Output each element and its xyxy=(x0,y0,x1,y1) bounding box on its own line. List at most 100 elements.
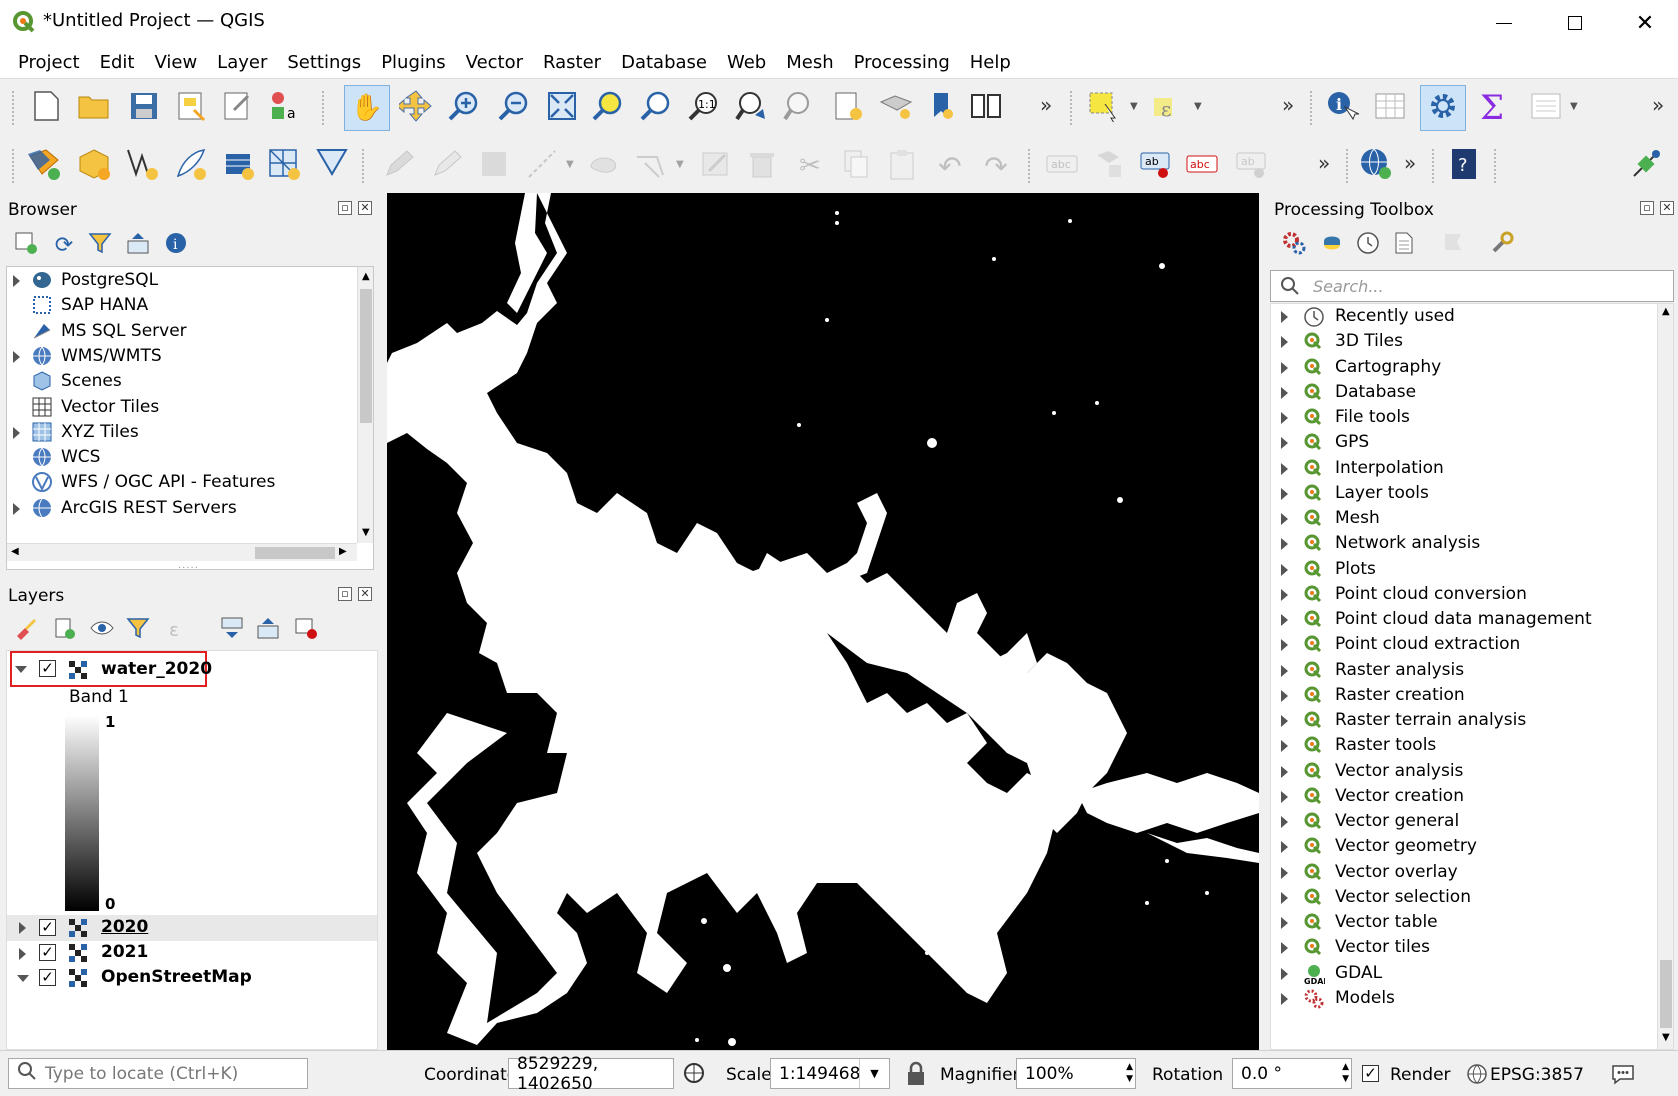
expand-arrow-icon[interactable] xyxy=(1281,462,1288,475)
toolbox-group[interactable]: Recently used xyxy=(1271,304,1657,330)
expand-arrow-icon[interactable] xyxy=(1281,664,1288,677)
toolbar-overflow-icon[interactable]: » xyxy=(1282,93,1295,117)
toolbox-group[interactable]: File tools xyxy=(1271,404,1657,431)
new-temporary-layer-button[interactable] xyxy=(312,146,352,186)
toolbox-vertical-scrollbar[interactable]: ▲ ▼ xyxy=(1657,304,1673,1049)
toolbox-group[interactable]: Vector geometry xyxy=(1271,833,1657,860)
browser-item[interactable]: WMS/WMTS xyxy=(7,343,357,370)
toolbox-group[interactable]: Vector tiles xyxy=(1271,934,1657,961)
open-layer-styling-button[interactable] xyxy=(12,616,40,644)
layer-name-water-2020[interactable]: water_2020 xyxy=(101,659,213,679)
enable-properties-button[interactable]: i xyxy=(162,231,190,259)
data-source-manager-button[interactable] xyxy=(24,146,64,186)
toolbox-group[interactable]: Interpolation xyxy=(1271,455,1657,482)
add-selected-layers-button[interactable] xyxy=(12,231,40,259)
expand-arrow-icon[interactable] xyxy=(1281,563,1288,576)
manage-map-themes-button[interactable] xyxy=(88,616,116,644)
open-attribute-table-button[interactable] xyxy=(1370,88,1410,128)
undo-button[interactable]: ↶ xyxy=(930,146,970,186)
help-contents-button[interactable]: ? xyxy=(1444,146,1484,186)
close-icon[interactable]: ✕ xyxy=(1660,201,1674,215)
expand-arrow-icon[interactable] xyxy=(1281,513,1288,525)
rotation-spinbox[interactable]: 0.0 ° ▲ ▼ xyxy=(1232,1058,1352,1089)
scroll-right-icon[interactable]: ▶ xyxy=(339,546,347,557)
toolbox-group[interactable]: Network analysis xyxy=(1271,530,1657,557)
layer-row-2020[interactable] xyxy=(7,915,377,941)
dropdown-caret-icon[interactable]: ▼ xyxy=(1194,101,1202,112)
menu-view[interactable]: View xyxy=(154,51,198,73)
minimize-button[interactable] xyxy=(1477,6,1531,40)
toolbox-group[interactable]: Point cloud extraction xyxy=(1271,631,1657,658)
filter-legend-button[interactable] xyxy=(124,616,152,644)
toolbar-grip[interactable] xyxy=(12,91,16,125)
browser-item[interactable]: WFS / OGC API - Features xyxy=(7,469,357,496)
toolbox-group[interactable]: Raster terrain analysis xyxy=(1271,707,1657,734)
toolbox-group[interactable]: Vector table xyxy=(1271,909,1657,936)
crs-globe-icon[interactable] xyxy=(1466,1063,1488,1090)
locator-search-input[interactable]: Type to locate (Ctrl+K) xyxy=(8,1058,308,1089)
expand-arrow-icon[interactable] xyxy=(1281,816,1288,828)
menu-layer[interactable]: Layer xyxy=(217,51,268,73)
toolbox-group[interactable]: Point cloud data management xyxy=(1271,606,1657,633)
toolbox-group[interactable]: Database xyxy=(1271,379,1657,406)
expand-arrow-icon[interactable] xyxy=(1281,538,1288,551)
expand-all-button[interactable] xyxy=(218,616,246,644)
toolbox-toggle-button[interactable] xyxy=(1420,85,1466,131)
filter-by-expression-button[interactable]: ε xyxy=(160,616,188,644)
digitize-line-button[interactable] xyxy=(522,146,562,186)
current-edits-button[interactable] xyxy=(378,146,418,186)
history-button[interactable] xyxy=(1354,231,1382,259)
browser-item[interactable]: MS SQL Server xyxy=(7,318,357,345)
dropdown-caret-icon[interactable]: ▼ xyxy=(1570,101,1578,112)
toggle-label-display-button[interactable]: abc xyxy=(1182,146,1222,186)
maximize-button[interactable] xyxy=(1548,6,1602,40)
collapse-arrow-icon[interactable] xyxy=(17,975,29,982)
toolbar-grip[interactable] xyxy=(322,91,326,125)
toolbox-group[interactable]: GDAL GDAL xyxy=(1271,960,1657,987)
new-spatialite-layer-button[interactable] xyxy=(170,146,210,186)
browser-item[interactable]: ArcGIS REST Servers xyxy=(7,495,357,522)
scroll-thumb[interactable] xyxy=(255,547,335,559)
layer-visibility-checkbox[interactable]: ✓ xyxy=(39,660,56,677)
toolbox-group[interactable]: Raster tools xyxy=(1271,732,1657,759)
toolbar-grip[interactable] xyxy=(362,149,366,183)
expand-arrow-icon[interactable] xyxy=(1281,992,1288,1005)
toolbar-overflow-icon[interactable]: » xyxy=(1318,151,1331,175)
toolbox-group[interactable]: 3D Tiles xyxy=(1271,328,1657,355)
expand-arrow-icon[interactable] xyxy=(1281,336,1288,349)
scroll-left-icon[interactable]: ◀ xyxy=(11,546,19,557)
menu-vector[interactable]: Vector xyxy=(465,51,524,73)
toolbar-grip[interactable] xyxy=(1028,149,1032,183)
lock-scale-icon[interactable] xyxy=(906,1061,926,1092)
chevron-down-icon[interactable]: ▼ xyxy=(859,1059,889,1088)
browser-vertical-scrollbar[interactable]: ▲ ▼ xyxy=(357,267,373,543)
expand-arrow-icon[interactable] xyxy=(1281,715,1288,727)
expand-arrow-icon[interactable] xyxy=(1281,942,1288,955)
menu-processing[interactable]: Processing xyxy=(853,51,950,73)
collapse-all-layers-button[interactable] xyxy=(254,616,282,644)
highlight-pinned-labels-button[interactable]: ab xyxy=(1136,146,1176,186)
coordinate-field[interactable]: 8529229, 1402650 xyxy=(508,1054,674,1094)
toolbar-grip[interactable] xyxy=(1432,149,1436,183)
undock-icon[interactable]: ▫ xyxy=(338,587,352,601)
layer-visibility-checkbox[interactable]: ✓ xyxy=(39,944,56,961)
render-checkbox[interactable]: ✓ xyxy=(1362,1065,1379,1082)
layer-name-2021[interactable]: 2021 xyxy=(101,942,149,962)
menu-raster[interactable]: Raster xyxy=(543,51,602,73)
toolbar-grip[interactable] xyxy=(1346,149,1350,183)
expand-arrow-icon[interactable] xyxy=(19,922,26,934)
browser-item[interactable]: Scenes xyxy=(7,368,357,395)
paste-features-button[interactable] xyxy=(882,146,922,186)
toolbox-group[interactable]: Raster analysis xyxy=(1271,657,1657,684)
close-icon[interactable]: ✕ xyxy=(358,201,372,215)
menu-help[interactable]: Help xyxy=(969,51,1011,73)
menu-mesh[interactable]: Mesh xyxy=(786,51,834,73)
scroll-up-icon[interactable]: ▲ xyxy=(1662,306,1670,317)
expand-arrow-icon[interactable] xyxy=(19,948,26,960)
panel-splitter[interactable]: ····· xyxy=(178,563,199,574)
scripts-button[interactable] xyxy=(1318,231,1346,259)
expand-arrow-icon[interactable] xyxy=(1281,311,1288,323)
menu-edit[interactable]: Edit xyxy=(99,51,135,73)
close-button[interactable]: ✕ xyxy=(1618,6,1672,40)
zoom-native-button[interactable]: 1:1 xyxy=(684,88,724,128)
